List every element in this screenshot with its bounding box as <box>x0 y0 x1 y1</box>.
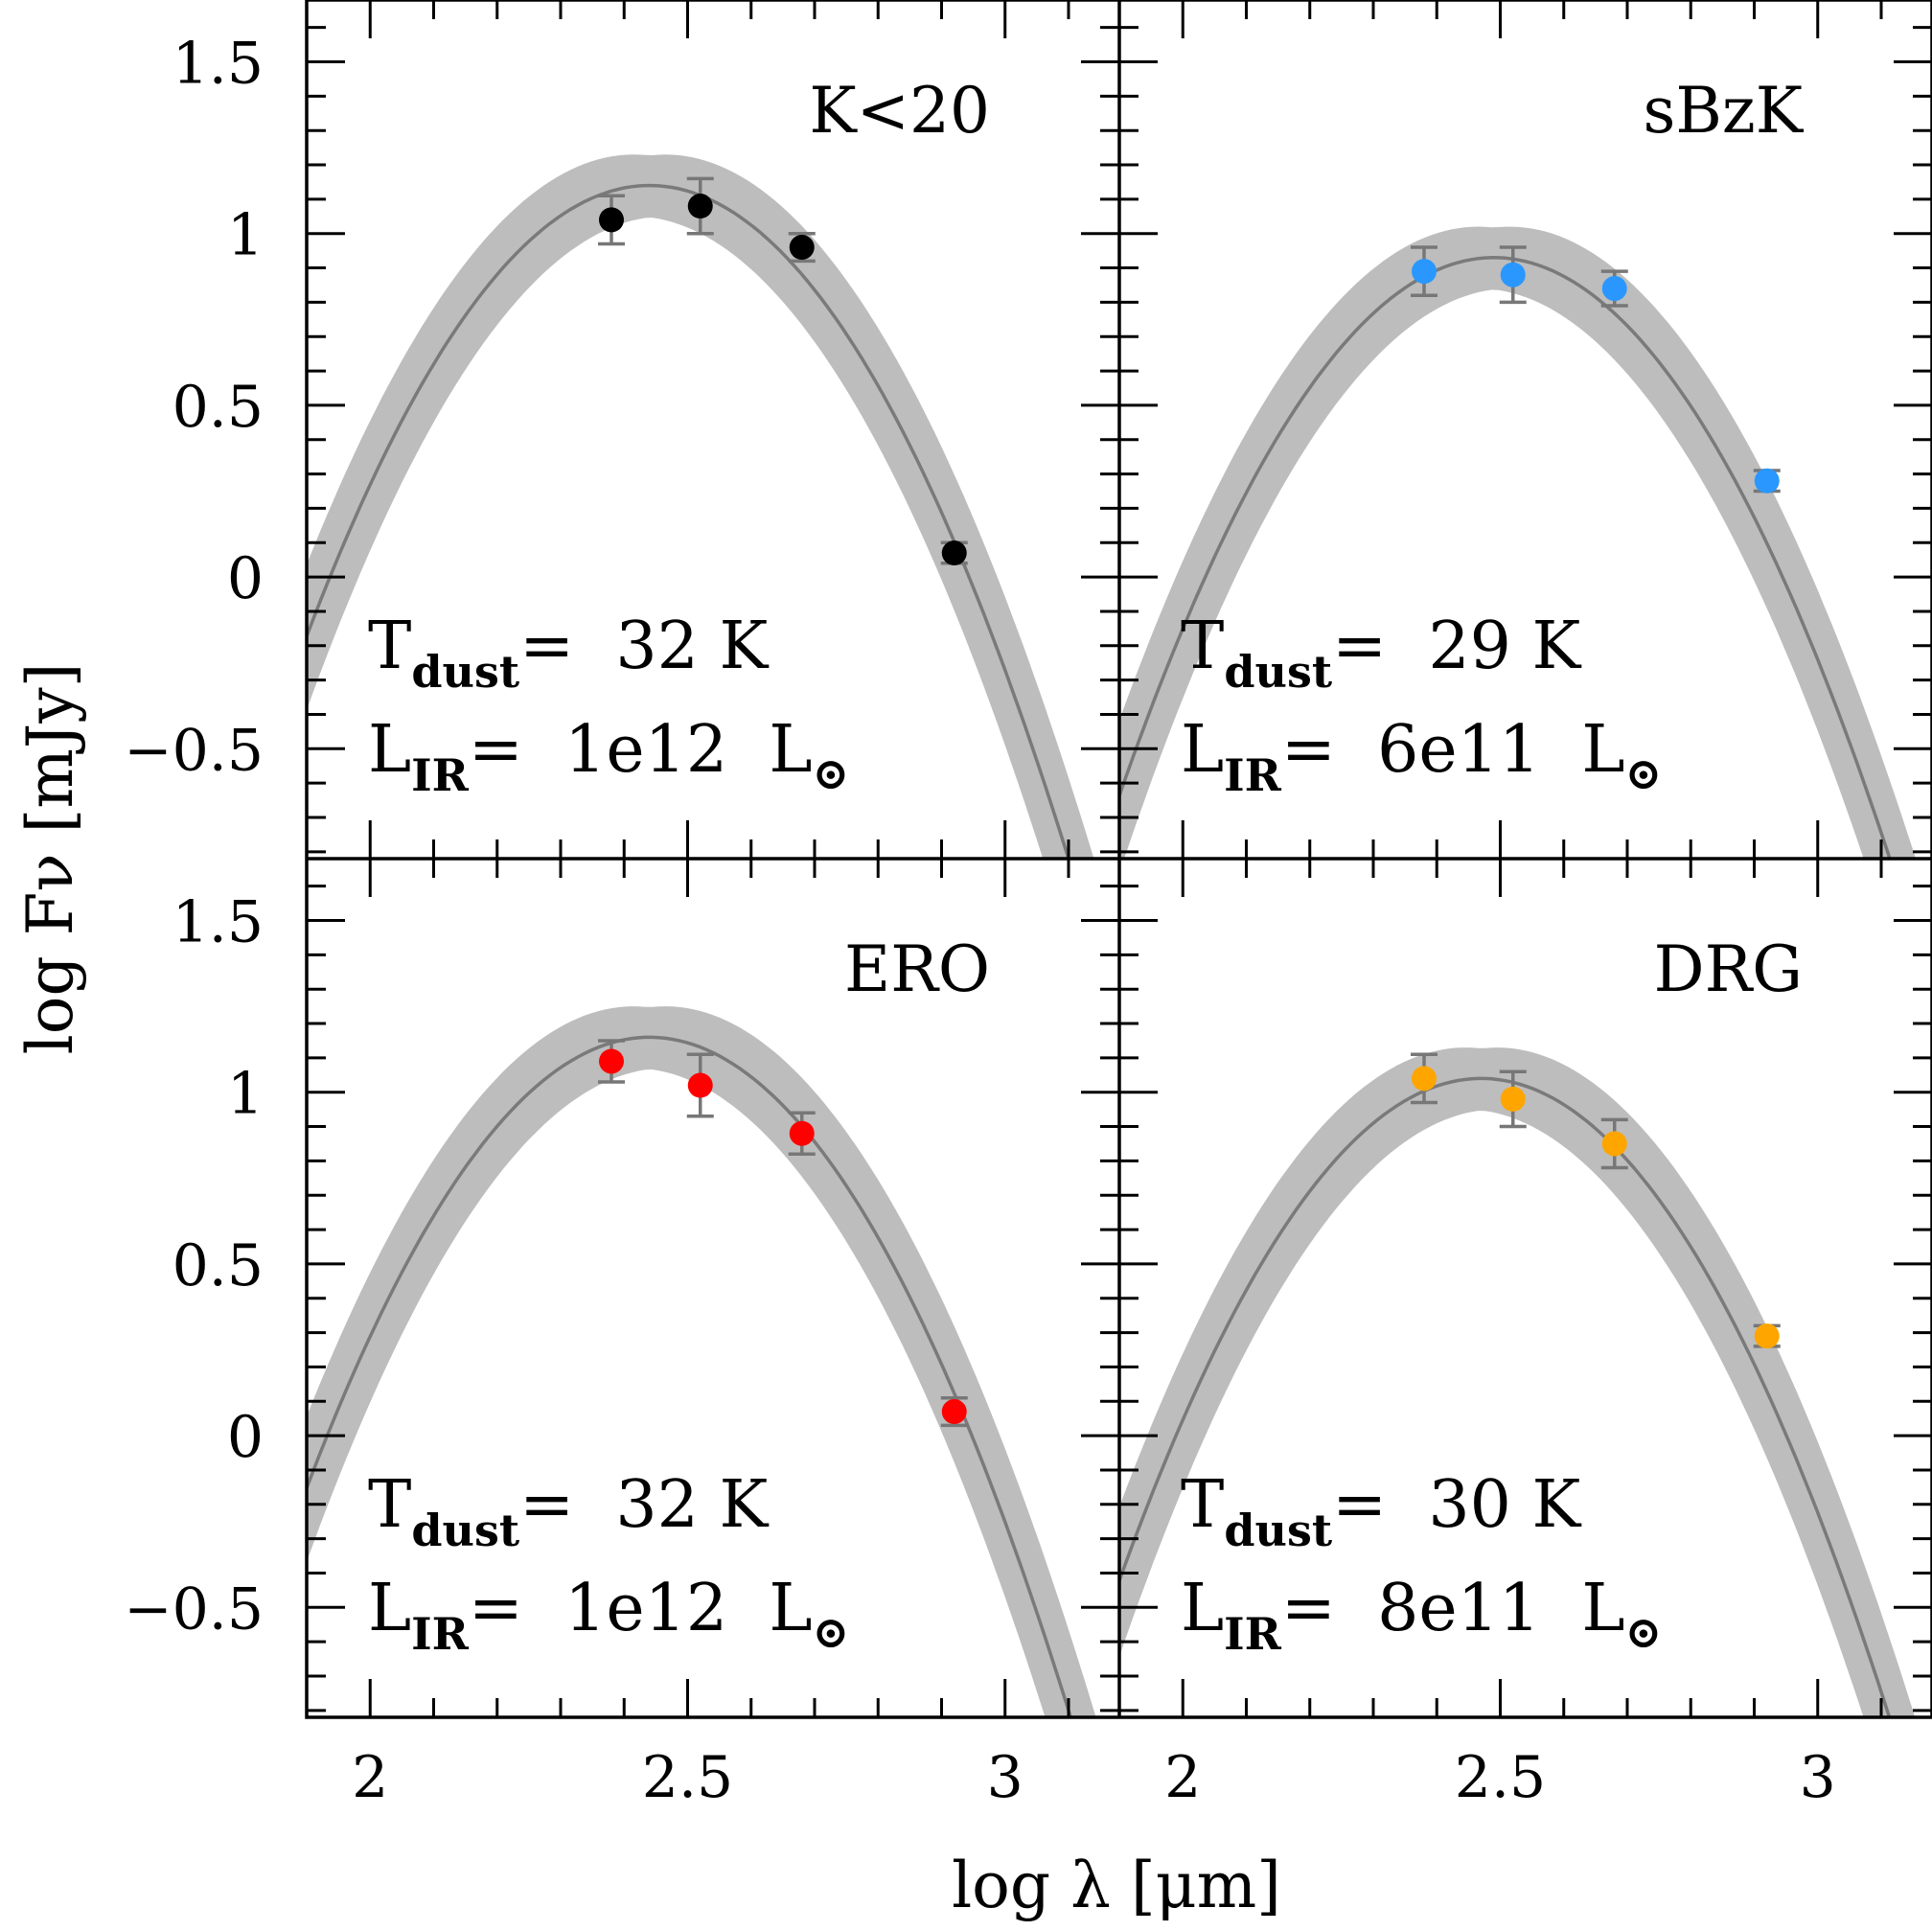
x-tick-label: 3 <box>1800 1744 1836 1811</box>
x-tick-labels: 2 2.5 3 2 2.5 3 <box>352 1744 1836 1811</box>
panel-1-points <box>1411 245 1781 494</box>
panel-1-point-2 <box>1601 276 1627 302</box>
panel-0-fit <box>307 183 1070 859</box>
panel-0-label: K<20 <box>809 74 990 148</box>
panel-2-ticks <box>307 859 1119 1717</box>
panel-0-point-1 <box>687 194 713 219</box>
panel-1-model-band <box>1119 226 1917 859</box>
panel-3-best-fit-line <box>1119 1076 1892 1717</box>
panel-3-point-3 <box>1754 1323 1780 1349</box>
panel-1-best-fit-line <box>1119 256 1892 859</box>
panel-3-model-band <box>1119 1047 1916 1717</box>
x-tick-label: 2 <box>1164 1744 1201 1811</box>
y-tick-label: −0.5 <box>124 1575 264 1643</box>
y-tick-label: 1 <box>227 202 264 269</box>
panel-2-point-1 <box>687 1072 713 1098</box>
panel-2-fit <box>307 1035 1073 1717</box>
panel-1-fit <box>1119 256 1892 859</box>
x-tick-label: 2.5 <box>1455 1744 1546 1811</box>
y-tick-label: 0 <box>227 1404 264 1471</box>
panel-2-point-2 <box>789 1120 815 1146</box>
panel-0-point-2 <box>789 235 815 261</box>
panel-1-point-1 <box>1500 262 1526 287</box>
panel-3-fit <box>1119 1076 1892 1717</box>
panel-0-band <box>307 154 1094 859</box>
x-tick-label: 3 <box>987 1744 1024 1811</box>
panel-3-point-1 <box>1500 1086 1526 1112</box>
panel-0-lir-annotation: LIR= 1e12 L⊙ <box>368 712 849 801</box>
panel-2-point-3 <box>941 1399 967 1425</box>
panel-0-points <box>598 176 968 566</box>
x-tick-label: 2.5 <box>642 1744 733 1811</box>
panel-1-point-3 <box>1754 468 1780 494</box>
panel-3-points <box>1411 1052 1781 1349</box>
y-tick-label: −0.5 <box>124 717 264 784</box>
panel-3-ticks <box>1119 859 1932 1717</box>
x-axis-title: log λ [μm] <box>952 1849 1281 1922</box>
panel-2-tdust-annotation: Tdust= 32 K <box>368 1467 769 1556</box>
y-tick-labels: −0.5 0 0.5 1 1.5 −0.5 0 0.5 1 1.5 <box>124 31 264 1644</box>
panel-3-point-0 <box>1412 1066 1437 1092</box>
panel-1-ticks <box>1119 0 1932 859</box>
y-axis-title: log Fν [mJy] <box>13 663 87 1055</box>
panel-2-point-0 <box>599 1048 624 1074</box>
x-tick-label: 2 <box>352 1744 388 1811</box>
panel-0-best-fit-line <box>307 183 1070 859</box>
panel-1-tdust-annotation: Tdust= 29 K <box>1181 609 1581 698</box>
panel-3-tdust-annotation: Tdust= 30 K <box>1181 1467 1581 1556</box>
panel-0-tdust-annotation: Tdust= 32 K <box>368 609 769 698</box>
y-tick-label: 0.5 <box>172 1232 264 1299</box>
panel-2: ERO Tdust= 32 K LIR= 1e12 L⊙ <box>307 859 1119 1717</box>
panel-1-point-0 <box>1412 259 1437 285</box>
y-tick-label: 0 <box>227 545 264 612</box>
panel-2-label: ERO <box>844 932 990 1006</box>
y-tick-label: 1.5 <box>172 31 264 98</box>
panel-2-lir-annotation: LIR= 1e12 L⊙ <box>368 1571 849 1660</box>
panel-3-point-2 <box>1601 1131 1627 1157</box>
panel-2-band <box>307 1006 1096 1717</box>
panel-1-label: sBzK <box>1644 74 1805 148</box>
y-tick-label: 0.5 <box>172 374 264 441</box>
panel-2-best-fit-line <box>307 1035 1073 1717</box>
panel-1: sBzK Tdust= 29 K LIR= 6e11 L⊙ <box>1119 0 1932 859</box>
panel-1-band <box>1119 226 1917 859</box>
panel-0-point-0 <box>599 207 624 233</box>
panel-2-model-band <box>307 1006 1096 1717</box>
panel-0: K<20 Tdust= 32 K LIR= 1e12 L⊙ <box>307 0 1119 859</box>
panel-2-points <box>598 1039 968 1428</box>
panel-0-point-3 <box>941 540 967 566</box>
panel-3-label: DRG <box>1654 932 1803 1006</box>
panel-1-lir-annotation: LIR= 6e11 L⊙ <box>1181 712 1662 801</box>
panel-3-band <box>1119 1047 1916 1717</box>
y-tick-label: 1.5 <box>172 889 264 956</box>
panel-3-lir-annotation: LIR= 8e11 L⊙ <box>1181 1571 1662 1660</box>
y-tick-label: 1 <box>227 1061 264 1128</box>
panel-0-ticks <box>307 0 1119 859</box>
panel-0-model-band <box>307 154 1094 859</box>
